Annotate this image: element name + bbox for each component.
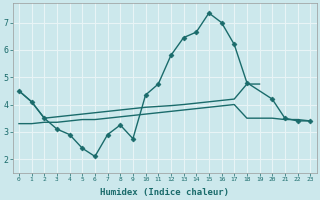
X-axis label: Humidex (Indice chaleur): Humidex (Indice chaleur) [100,188,229,197]
